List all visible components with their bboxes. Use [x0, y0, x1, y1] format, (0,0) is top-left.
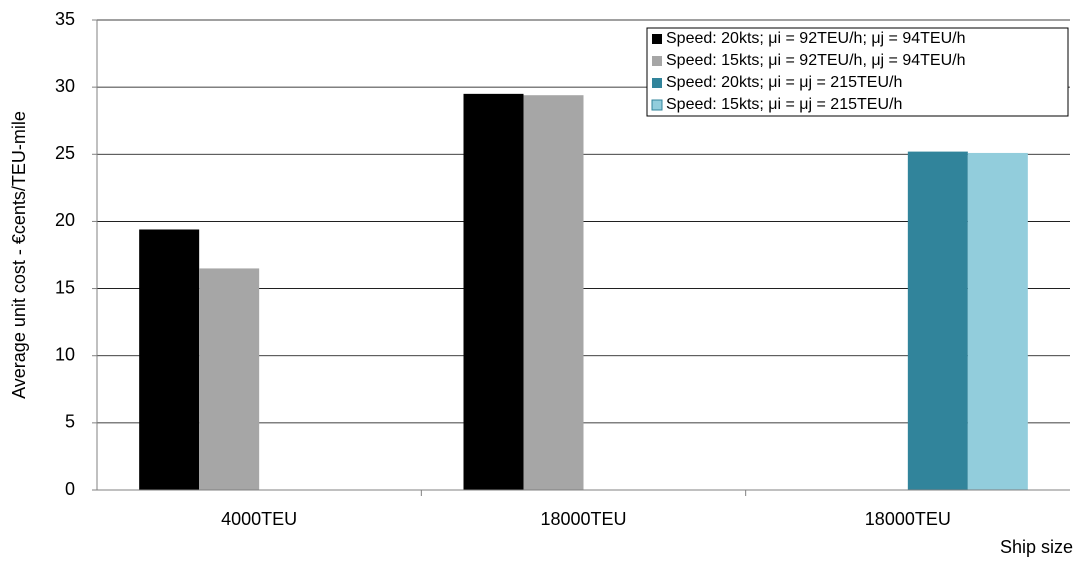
legend-label: Speed: 20kts; μi = 92TEU/h; μj = 94TEU/h [666, 30, 965, 47]
y-tick-label: 0 [65, 479, 75, 499]
legend-label: Speed: 15kts; μi = 92TEU/h, μj = 94TEU/h [666, 52, 965, 69]
bar [139, 229, 200, 490]
legend-box [646, 27, 1069, 117]
y-tick-label: 20 [55, 210, 75, 230]
x-tick-label: 18000TEU [865, 509, 951, 529]
legend-swatch [652, 78, 662, 88]
bar [523, 95, 584, 490]
y-tick-label: 30 [55, 76, 75, 96]
legend-swatch [651, 99, 663, 111]
bar [463, 93, 524, 490]
x-tick-label: 18000TEU [540, 509, 626, 529]
legend-label: Speed: 20kts; μi = μj = 215TEU/h [666, 74, 902, 91]
bar [967, 152, 1028, 490]
y-tick-label: 25 [55, 143, 75, 163]
x-tick-label: 4000TEU [221, 509, 297, 529]
legend-label: Speed: 15kts; μi = μj = 215TEU/h [666, 96, 902, 113]
y-tick-label: 5 [65, 412, 75, 432]
legend-swatch [652, 34, 662, 44]
x-axis-label: Ship size [1000, 537, 1073, 557]
y-axis-label: Average unit cost - €cents/TEU-mile [9, 111, 29, 399]
bar [907, 151, 968, 490]
legend-swatch [652, 56, 662, 66]
legend: Speed: 20kts; μi = 92TEU/h; μj = 94TEU/h… [646, 27, 1069, 117]
y-tick-label: 15 [55, 277, 75, 297]
y-tick-label: 35 [55, 9, 75, 29]
bar [199, 268, 260, 490]
y-tick-label: 10 [55, 344, 75, 364]
